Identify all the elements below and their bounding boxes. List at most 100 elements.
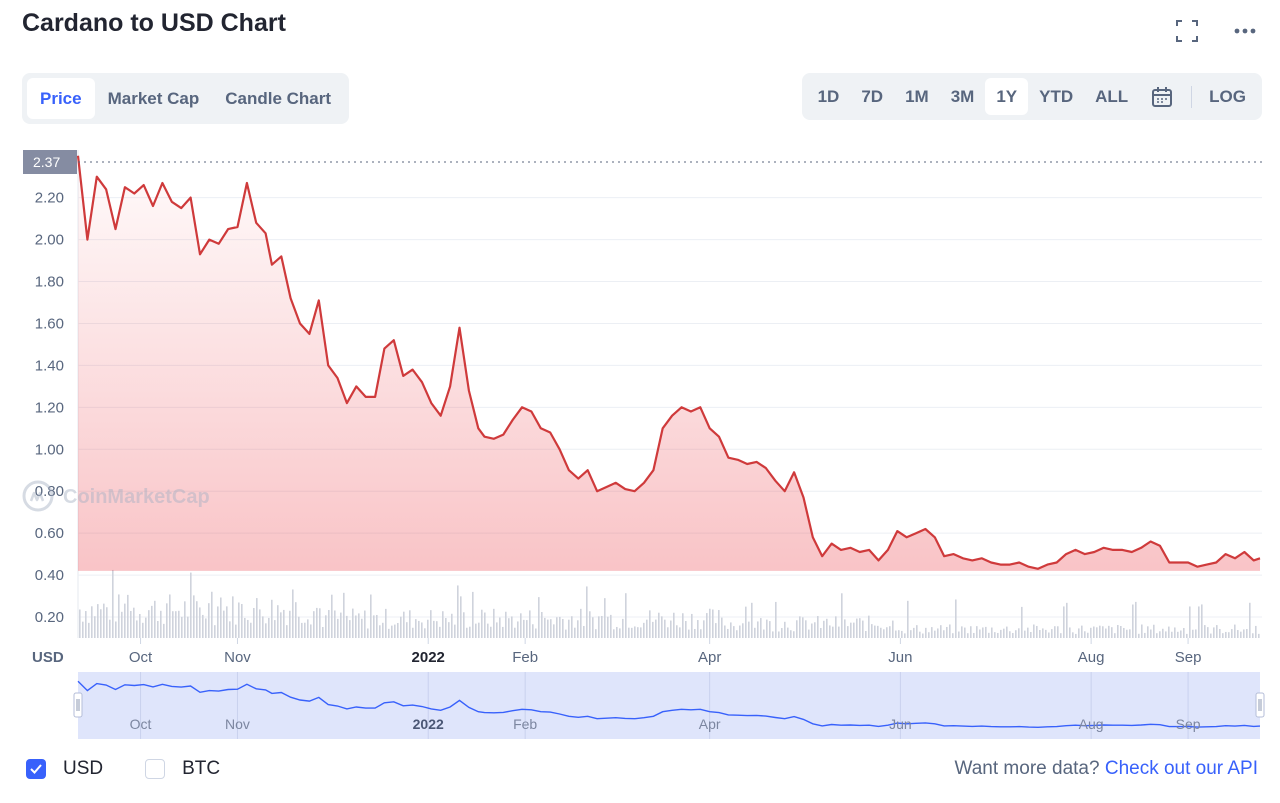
navigator-tick-label: Jun <box>889 716 912 732</box>
usd-checkbox[interactable] <box>26 759 46 779</box>
navigator-handle[interactable] <box>73 692 83 718</box>
volume-bar <box>172 611 174 638</box>
volume-bar <box>205 618 207 638</box>
volume-bar <box>1168 626 1170 638</box>
price-chart[interactable]: 2.37 0.20 0.40 0.60 0.80 1.00 1.20 1.40 1.60 1.8… <box>0 140 1280 745</box>
volume-bar <box>1027 627 1029 638</box>
api-link[interactable]: Check out our API <box>1104 758 1258 779</box>
volume-bar <box>505 611 507 638</box>
volume-bar <box>781 628 783 638</box>
volume-bar <box>655 619 657 638</box>
volume-bar <box>253 607 255 638</box>
volume-bar <box>1141 624 1143 638</box>
volume-bar <box>1102 626 1104 638</box>
range-selector: 1D 7D 1M 3M 1Y YTD ALL LOG <box>801 73 1262 120</box>
volume-bar <box>1234 624 1236 638</box>
volume-bar <box>1138 633 1140 638</box>
chart-type-tabs: Price Market Cap Candle Chart <box>22 73 350 124</box>
volume-bar <box>1084 631 1086 638</box>
volume-bar <box>802 617 804 638</box>
volume-bar <box>925 627 927 638</box>
volume-bar <box>1129 629 1131 638</box>
volume-bar <box>346 615 348 638</box>
volume-bar <box>1048 632 1050 638</box>
volume-bar <box>82 621 84 638</box>
volume-bar <box>1204 625 1206 638</box>
volume-bar <box>88 622 90 638</box>
volume-bar <box>940 625 942 638</box>
tab-price[interactable]: Price <box>27 78 95 119</box>
volume-bar <box>430 610 432 638</box>
volume-bar <box>523 619 525 638</box>
volume-bar <box>760 618 762 638</box>
volume-bar <box>340 612 342 638</box>
range-1y[interactable]: 1Y <box>985 78 1029 115</box>
volume-bar <box>1069 627 1071 638</box>
volume-bar <box>679 627 681 638</box>
volume-bar <box>646 619 648 638</box>
range-all[interactable]: ALL <box>1095 86 1129 106</box>
volume-bar <box>1237 630 1239 638</box>
y-tick-label: 1.80 <box>35 274 64 291</box>
volume-bar <box>370 594 372 638</box>
volume-bar <box>517 621 519 638</box>
volume-bar <box>622 618 624 638</box>
x-tick-label: Jun <box>888 649 912 666</box>
volume-bar <box>1180 630 1182 638</box>
volume-bar <box>526 620 528 638</box>
range-1m[interactable]: 1M <box>905 86 929 106</box>
fullscreen-icon[interactable] <box>1174 18 1200 44</box>
volume-bar <box>355 615 357 638</box>
volume-bar <box>772 631 774 638</box>
navigator-handle[interactable] <box>1255 692 1265 718</box>
volume-bar <box>484 612 486 638</box>
range-ytd[interactable]: YTD <box>1039 86 1074 106</box>
volume-bar <box>151 605 153 638</box>
volume-bar <box>667 627 669 638</box>
volume-bar <box>649 610 651 638</box>
range-7d[interactable]: 7D <box>861 86 884 106</box>
volume-bar <box>1153 624 1155 638</box>
volume-bar <box>691 613 693 638</box>
volume-bar <box>223 610 225 638</box>
calendar-icon[interactable] <box>1139 86 1185 108</box>
volume-bar <box>1231 629 1233 638</box>
volume-bar <box>931 627 933 638</box>
btc-checkbox[interactable] <box>145 759 166 779</box>
volume-bar <box>352 608 354 638</box>
volume-bar <box>562 618 564 638</box>
volume-bar <box>124 603 126 638</box>
volume-bar <box>1120 625 1122 638</box>
volume-bar <box>727 628 729 638</box>
volume-bar <box>1060 633 1062 638</box>
volume-bar <box>796 620 798 638</box>
volume-bar <box>1087 632 1089 638</box>
volume-bar <box>721 617 723 638</box>
volume-bar <box>769 621 771 638</box>
tab-candle-chart[interactable]: Candle Chart <box>225 88 332 108</box>
volume-bar <box>871 624 873 638</box>
volume-bar <box>196 601 198 638</box>
volume-bar <box>589 611 591 638</box>
volume-bar <box>202 614 204 638</box>
volume-bar <box>1183 628 1185 638</box>
volume-bar <box>682 613 684 638</box>
more-icon[interactable] <box>1232 18 1258 44</box>
volume-bar <box>676 625 678 638</box>
range-3m[interactable]: 3M <box>950 86 975 106</box>
range-divider <box>1191 85 1193 108</box>
volume-bar <box>574 627 576 638</box>
volume-bar <box>292 589 294 638</box>
volume-bar <box>274 620 276 638</box>
volume-bar <box>1144 632 1146 638</box>
volume-bar <box>811 623 813 638</box>
range-1d[interactable]: 1D <box>817 86 840 106</box>
tab-market-cap[interactable]: Market Cap <box>107 88 200 108</box>
volume-bar <box>238 602 240 638</box>
volume-bar <box>166 603 168 638</box>
volume-bar <box>136 620 138 638</box>
volume-bar <box>652 621 654 638</box>
log-toggle[interactable]: LOG <box>1209 86 1246 106</box>
volume-bar <box>1072 632 1074 638</box>
navigator[interactable] <box>78 672 1260 739</box>
